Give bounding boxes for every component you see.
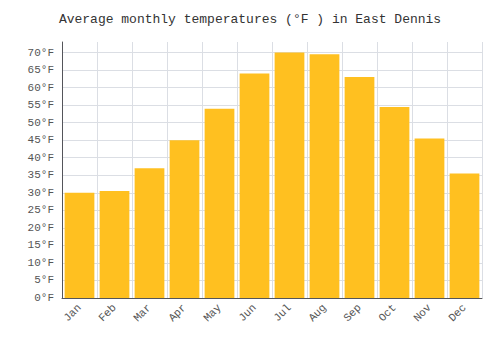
svg-text:25°F: 25°F	[28, 204, 54, 216]
svg-text:35°F: 35°F	[28, 169, 54, 181]
svg-text:May: May	[201, 301, 224, 324]
svg-text:Aug: Aug	[306, 302, 328, 324]
svg-text:Mar: Mar	[131, 302, 153, 324]
svg-text:10°F: 10°F	[28, 257, 54, 269]
svg-text:45°F: 45°F	[28, 134, 54, 146]
svg-text:20°F: 20°F	[28, 222, 54, 234]
svg-text:55°F: 55°F	[28, 99, 54, 111]
svg-text:65°F: 65°F	[28, 64, 54, 76]
svg-text:50°F: 50°F	[28, 117, 54, 129]
svg-text:70°F: 70°F	[28, 47, 54, 59]
svg-text:Sep: Sep	[341, 302, 363, 324]
svg-text:40°F: 40°F	[28, 152, 54, 164]
svg-text:Dec: Dec	[446, 302, 468, 324]
svg-text:0°F: 0°F	[34, 292, 54, 304]
svg-text:Oct: Oct	[376, 302, 398, 324]
svg-text:15°F: 15°F	[28, 239, 54, 251]
svg-text:30°F: 30°F	[28, 187, 54, 199]
svg-text:Feb: Feb	[96, 302, 118, 324]
svg-text:Nov: Nov	[411, 301, 434, 324]
svg-text:Jun: Jun	[236, 302, 258, 324]
svg-text:60°F: 60°F	[28, 82, 54, 94]
svg-text:Jan: Jan	[61, 302, 83, 324]
svg-text:Apr: Apr	[166, 302, 188, 324]
svg-text:Average monthly temperatures (: Average monthly temperatures (°F ) in Ea…	[59, 12, 441, 27]
svg-text:Jul: Jul	[271, 302, 293, 324]
svg-text:5°F: 5°F	[34, 274, 54, 286]
